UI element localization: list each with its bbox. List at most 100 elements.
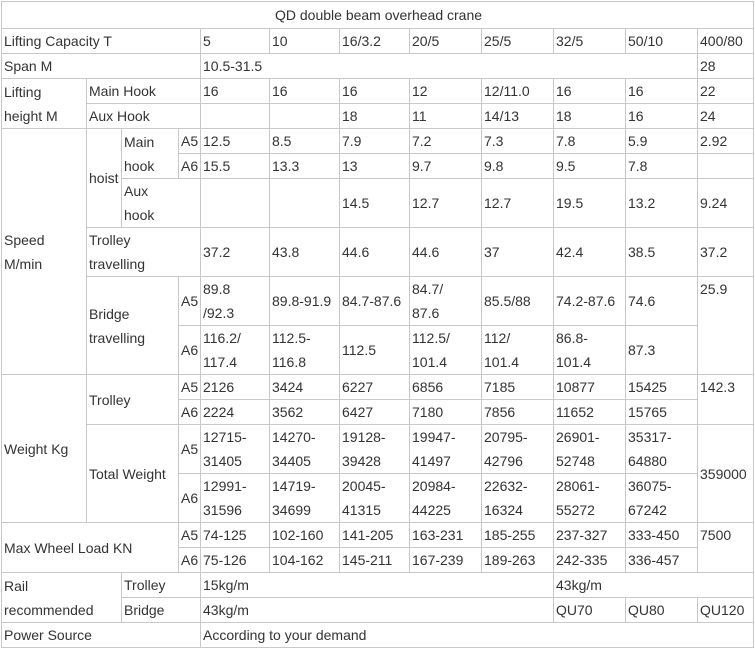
cell: 10 [269, 28, 340, 54]
cell: 9.24 [696, 178, 755, 228]
cell: 9.7 [409, 153, 482, 179]
cell: 6856 [409, 374, 482, 400]
cell: 16 [200, 78, 270, 104]
cell: QU80 [625, 597, 698, 623]
cell: A6 [178, 325, 201, 375]
cell: 13 [339, 153, 410, 179]
cell: 19.5 [553, 178, 626, 228]
cell: 38.5 [625, 227, 698, 277]
cell: 142.3 [696, 374, 755, 425]
cell: 2126 [200, 374, 270, 400]
cell: 32/5 [553, 28, 626, 54]
cell: 7.8 [553, 128, 626, 154]
cell: 37.2 [696, 227, 755, 277]
cell: 15.5 [200, 153, 270, 179]
cell: Lifting Capacity T [1, 28, 201, 54]
cell: 112.5/ 101.4 [409, 325, 482, 375]
cell: 25/5 [481, 28, 554, 54]
cell: 16/3.2 [339, 28, 410, 54]
cell: 16 [339, 78, 410, 104]
row: Weight Kg Trolley A5 2126 3424 6227 6856 7185 10… [1, 374, 755, 523]
cell: 7500 [696, 522, 755, 573]
cell: Bridge travelling [86, 276, 179, 375]
cell: Power Source [1, 622, 201, 648]
cell: 5.9 [625, 128, 698, 154]
row: Total Weight A5 12715- 31405 14270- 34405 19… [2, 424, 755, 523]
cell: 12.7 [409, 178, 482, 228]
cell: 20795- 42796 [481, 424, 554, 474]
cell: 3424 [269, 374, 340, 400]
cell: 7.3 [481, 128, 554, 154]
cell: 2224 [200, 399, 270, 425]
cell: 333-450 [625, 522, 698, 548]
empty-cell [200, 178, 270, 228]
cell: 43.8 [269, 227, 340, 277]
cell: 112/ 101.4 [481, 325, 554, 375]
cell: 336-457 [625, 547, 698, 573]
cell: 36075- 67242 [625, 473, 698, 523]
cell: 74.6 [625, 276, 698, 326]
cell: 44.6 [409, 227, 482, 277]
cell: 7.9 [339, 128, 410, 154]
row: Trolley travelling 37.2 43.8 44.6 44.6 37 42.4… [2, 227, 755, 277]
cell: 116.2/ 117.4 [200, 325, 270, 375]
cell: Total Weight [86, 424, 179, 523]
cell: 141-205 [339, 522, 410, 548]
cell: 18 [339, 103, 410, 129]
cell: 20/5 [409, 28, 482, 54]
cell: 18 [553, 103, 626, 129]
cell: Aux hook [121, 178, 201, 228]
cell: 28061- 55272 [553, 473, 626, 523]
cell: 19128- 39428 [339, 424, 410, 474]
cell: 74-125 [200, 522, 270, 548]
cell: 15765 [625, 399, 698, 425]
cell: QU70 [553, 597, 626, 623]
cell: 112.5 [339, 325, 410, 375]
row: Speed M/min hoist Main hook A5 12.5 8.5 7.9 7.2… [1, 128, 755, 375]
cell: Span M [1, 53, 201, 79]
row: Power Source According to your demand [1, 622, 755, 648]
cell: Weight Kg [1, 374, 87, 523]
cell: According to your demand [199, 622, 755, 648]
cell: QU120 [696, 597, 755, 623]
cell: 16 [269, 78, 340, 104]
row: Max Wheel Load KN A5 74-125 102-160 141-205 1… [1, 522, 755, 573]
row: Lifting height M Main Hook 16 16 16 12 12/11.0… [1, 78, 755, 129]
cell: 89.8 /92.3 [200, 276, 270, 326]
row: Span M 10.5-31.5 28 [1, 53, 755, 79]
cell: A5 [178, 424, 201, 474]
cell: Lifting height M [1, 78, 87, 129]
cell: A6 [178, 547, 201, 573]
cell: 12715- 31405 [200, 424, 270, 474]
cell: 6227 [339, 374, 410, 400]
cell: 15425 [625, 374, 698, 400]
cell: 44.6 [339, 227, 410, 277]
cell: 3562 [269, 399, 340, 425]
cell: Trolley travelling [86, 227, 201, 277]
row: Bridge 43kg/m QU70 QU80 QU120 [2, 597, 755, 623]
cell: 189-263 [481, 547, 554, 573]
cell: A5 [178, 128, 201, 154]
cell: 84.7-87.6 [339, 276, 410, 326]
cell: 85.5/88 [481, 276, 554, 326]
cell: 15kg/m [200, 572, 554, 598]
cell: 7.2 [409, 128, 482, 154]
cell: 43kg/m [552, 572, 755, 598]
cell: 242-335 [553, 547, 626, 573]
row: A6 12991- 31596 14719- 34699 20045- 41315 20… [2, 473, 754, 523]
cell: 87.3 [625, 325, 698, 375]
cell: 400/80 [696, 28, 755, 54]
cell: 7856 [481, 399, 554, 425]
row: Bridge travelling A5 89.8 /92.3 89.8-91.9 84… [2, 276, 755, 375]
cell: 16 [625, 78, 698, 104]
cell: 237-327 [553, 522, 626, 548]
cell: 20045- 41315 [339, 473, 410, 523]
row: Aux hook 14.5 12.7 12.7 19.5 13.2 9.24 [2, 178, 755, 228]
cell: Main hook [121, 128, 179, 179]
cell: 12991- 31596 [200, 473, 270, 523]
row: A6 15.5 13.3 13 9.7 9.8 9.5 7.8 [2, 153, 755, 179]
cell: 167-239 [409, 547, 482, 573]
table-title: QD double beam overhead crane [0, 1, 755, 29]
